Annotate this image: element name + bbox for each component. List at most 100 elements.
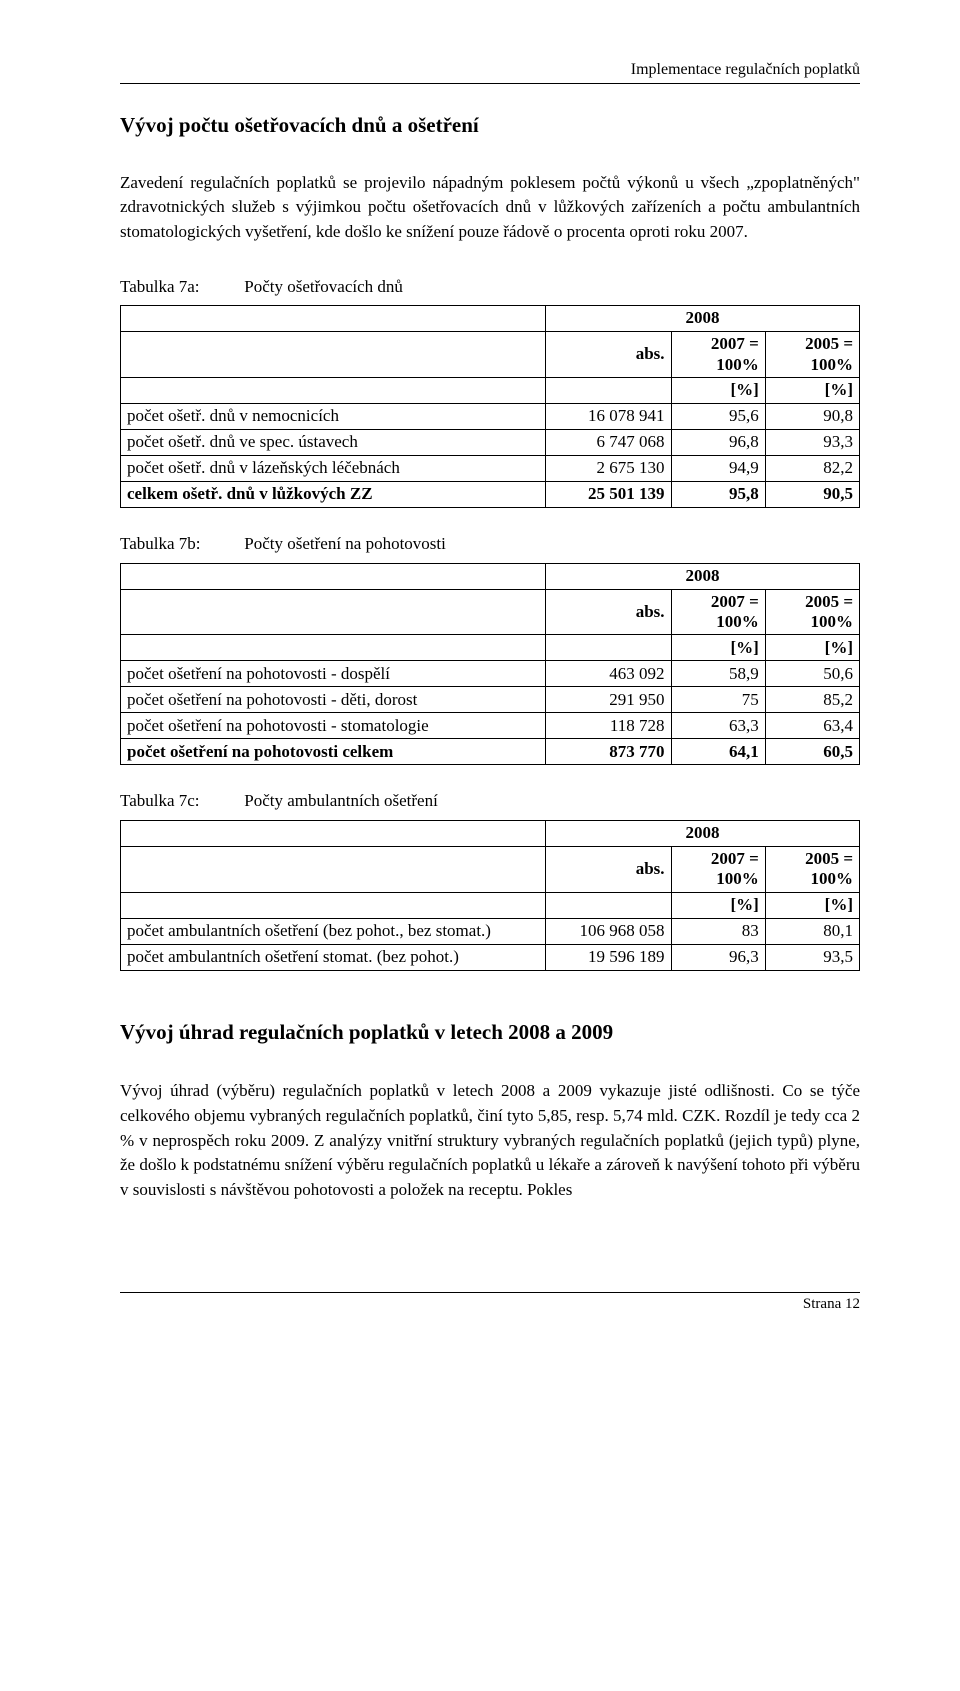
section-2-para: Vývoj úhrad (výběru) regulačních poplatk… — [120, 1079, 860, 1202]
section-title-1: Vývoj počtu ošetřovacích dnů a ošetření — [120, 110, 860, 140]
header-pct: [%] — [765, 892, 859, 918]
row-p2005: 90,8 — [765, 403, 859, 429]
section-title-2: Vývoj úhrad regulačních poplatků v letec… — [120, 1017, 860, 1047]
header-year: 2008 — [545, 306, 859, 332]
table-row: počet ošetření na pohotovosti celkem873 … — [121, 739, 860, 765]
running-header: Implementace regulačních poplatků — [120, 58, 860, 81]
table-b-caption: Tabulka 7b: Počty ošetření na pohotovost… — [120, 532, 860, 557]
table-b: 2008abs.2007 = 100%2005 = 100%[%][%]poče… — [120, 563, 860, 766]
row-abs: 118 728 — [545, 713, 671, 739]
row-label: počet ošetř. dnů ve spec. ústavech — [121, 429, 546, 455]
row-p2005: 85,2 — [765, 687, 859, 713]
table-row: celkem ošetř. dnů v lůžkových ZZ25 501 1… — [121, 481, 860, 507]
table-c-key: Tabulka 7c: — [120, 789, 240, 814]
cell-blank — [545, 892, 671, 918]
row-p2007: 96,3 — [671, 944, 765, 970]
table-b-title: Počty ošetření na pohotovosti — [244, 534, 446, 553]
row-label: celkem ošetř. dnů v lůžkových ZZ — [121, 481, 546, 507]
row-p2005: 82,2 — [765, 455, 859, 481]
row-label: počet ošetření na pohotovosti celkem — [121, 739, 546, 765]
cell-blank — [121, 635, 546, 661]
header-2007: 2007 = 100% — [671, 332, 765, 378]
table-row: počet ambulantních ošetření stomat. (bez… — [121, 944, 860, 970]
cell-blank — [121, 821, 546, 847]
cell-blank — [121, 892, 546, 918]
row-label: počet ambulantních ošetření (bez pohot.,… — [121, 918, 546, 944]
cell-blank — [121, 306, 546, 332]
header-year: 2008 — [545, 563, 859, 589]
table-a-caption: Tabulka 7a: Počty ošetřovacích dnů — [120, 275, 860, 300]
row-p2005: 80,1 — [765, 918, 859, 944]
table-row: počet ošetření na pohotovosti - dospělí4… — [121, 661, 860, 687]
header-pct: [%] — [671, 635, 765, 661]
table-a-title: Počty ošetřovacích dnů — [244, 277, 403, 296]
row-p2005: 90,5 — [765, 481, 859, 507]
row-abs: 16 078 941 — [545, 403, 671, 429]
page-number: Strana 12 — [120, 1294, 860, 1316]
header-2005: 2005 = 100% — [765, 847, 859, 893]
row-abs: 6 747 068 — [545, 429, 671, 455]
table-c-caption: Tabulka 7c: Počty ambulantních ošetření — [120, 789, 860, 814]
row-p2007: 94,9 — [671, 455, 765, 481]
row-p2005: 50,6 — [765, 661, 859, 687]
row-p2007: 63,3 — [671, 713, 765, 739]
row-p2005: 93,5 — [765, 944, 859, 970]
table-row: počet ambulantních ošetření (bez pohot.,… — [121, 918, 860, 944]
header-2005: 2005 = 100% — [765, 332, 859, 378]
row-p2007: 83 — [671, 918, 765, 944]
row-label: počet ošetř. dnů v lázeňských léčebnách — [121, 455, 546, 481]
footer-rule — [120, 1292, 860, 1293]
header-pct: [%] — [765, 377, 859, 403]
row-p2007: 75 — [671, 687, 765, 713]
row-label: počet ošetření na pohotovosti - stomatol… — [121, 713, 546, 739]
table-a: 2008abs.2007 = 100%2005 = 100%[%][%]poče… — [120, 305, 860, 508]
header-pct: [%] — [765, 635, 859, 661]
row-abs: 106 968 058 — [545, 918, 671, 944]
row-label: počet ošetření na pohotovosti - dospělí — [121, 661, 546, 687]
row-p2005: 63,4 — [765, 713, 859, 739]
row-label: počet ambulantních ošetření stomat. (bez… — [121, 944, 546, 970]
cell-blank — [121, 589, 546, 635]
row-p2007: 96,8 — [671, 429, 765, 455]
header-rule — [120, 83, 860, 84]
row-label: počet ošetření na pohotovosti - děti, do… — [121, 687, 546, 713]
table-a-key: Tabulka 7a: — [120, 275, 240, 300]
row-p2005: 60,5 — [765, 739, 859, 765]
table-row: počet ošetření na pohotovosti - stomatol… — [121, 713, 860, 739]
header-pct: [%] — [671, 892, 765, 918]
table-b-key: Tabulka 7b: — [120, 532, 240, 557]
section-1-para: Zavedení regulačních poplatků se projevi… — [120, 171, 860, 245]
header-2007: 2007 = 100% — [671, 589, 765, 635]
cell-blank — [121, 563, 546, 589]
header-2005: 2005 = 100% — [765, 589, 859, 635]
table-row: počet ošetření na pohotovosti - děti, do… — [121, 687, 860, 713]
row-p2007: 58,9 — [671, 661, 765, 687]
row-p2007: 64,1 — [671, 739, 765, 765]
row-abs: 291 950 — [545, 687, 671, 713]
row-abs: 25 501 139 — [545, 481, 671, 507]
header-year: 2008 — [545, 821, 859, 847]
table-row: počet ošetř. dnů v lázeňských léčebnách2… — [121, 455, 860, 481]
table-row: počet ošetř. dnů v nemocnicích16 078 941… — [121, 403, 860, 429]
table-row: počet ošetř. dnů ve spec. ústavech6 747 … — [121, 429, 860, 455]
row-p2005: 93,3 — [765, 429, 859, 455]
header-2007: 2007 = 100% — [671, 847, 765, 893]
table-c: 2008abs.2007 = 100%2005 = 100%[%][%] poče… — [120, 820, 860, 971]
row-abs: 463 092 — [545, 661, 671, 687]
row-abs: 2 675 130 — [545, 455, 671, 481]
cell-blank — [545, 635, 671, 661]
cell-blank — [121, 377, 546, 403]
cell-blank — [121, 847, 546, 893]
row-abs: 873 770 — [545, 739, 671, 765]
header-abs: abs. — [545, 332, 671, 378]
row-label: počet ošetř. dnů v nemocnicích — [121, 403, 546, 429]
row-p2007: 95,8 — [671, 481, 765, 507]
cell-blank — [121, 332, 546, 378]
header-abs: abs. — [545, 589, 671, 635]
header-abs: abs. — [545, 847, 671, 893]
row-abs: 19 596 189 — [545, 944, 671, 970]
cell-blank — [545, 377, 671, 403]
header-pct: [%] — [671, 377, 765, 403]
row-p2007: 95,6 — [671, 403, 765, 429]
table-c-title: Počty ambulantních ošetření — [244, 791, 438, 810]
